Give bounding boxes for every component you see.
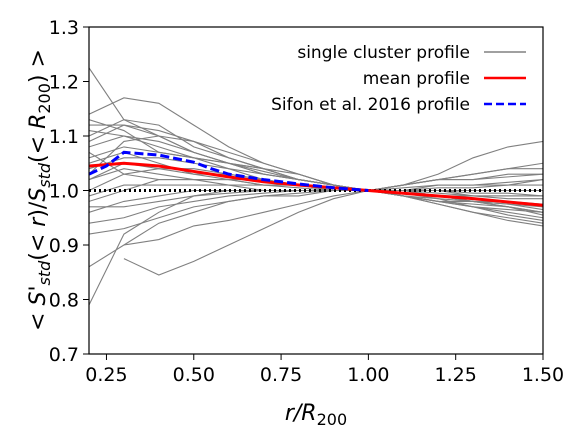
y-tick-label: 1.0: [49, 181, 79, 203]
x-tick-label: 0.25: [85, 364, 127, 386]
y-tick-label: 1.3: [49, 17, 79, 39]
sifon-profile-layer: [89, 150, 369, 192]
y-tick-label: 0.9: [49, 235, 79, 257]
legend-label-single: single cluster profile: [297, 43, 470, 63]
y-tick-label: 1.1: [49, 126, 79, 148]
x-tick-label: 1.25: [435, 364, 477, 386]
single-cluster-profile-line: [89, 124, 543, 213]
x-tick-label: 1.50: [522, 364, 564, 386]
legend-label-sifon: Sifon et al. 2016 profile: [271, 95, 470, 115]
single-cluster-profile-line: [123, 140, 543, 246]
x-tick-label: 0.75: [260, 364, 302, 386]
y-tick-label: 1.2: [49, 72, 79, 94]
y-axis-ticks: 0.7 0.8 0.9 1.0 1.1 1.2 1.3: [49, 17, 89, 366]
single-cluster-profile-line: [123, 173, 543, 276]
y-tick-label: 0.7: [49, 344, 79, 366]
x-tick-label: 1.00: [347, 364, 389, 386]
y-tick-label: 0.8: [49, 290, 79, 312]
sifon-profile-line: [89, 150, 369, 192]
x-axis-ticks: 0.25 0.50 0.75 1.00 1.25 1.50: [85, 354, 564, 386]
x-tick-label: 0.50: [173, 364, 215, 386]
legend-label-mean: mean profile: [363, 69, 470, 89]
legend: single cluster profile mean profile Sifo…: [271, 43, 526, 115]
